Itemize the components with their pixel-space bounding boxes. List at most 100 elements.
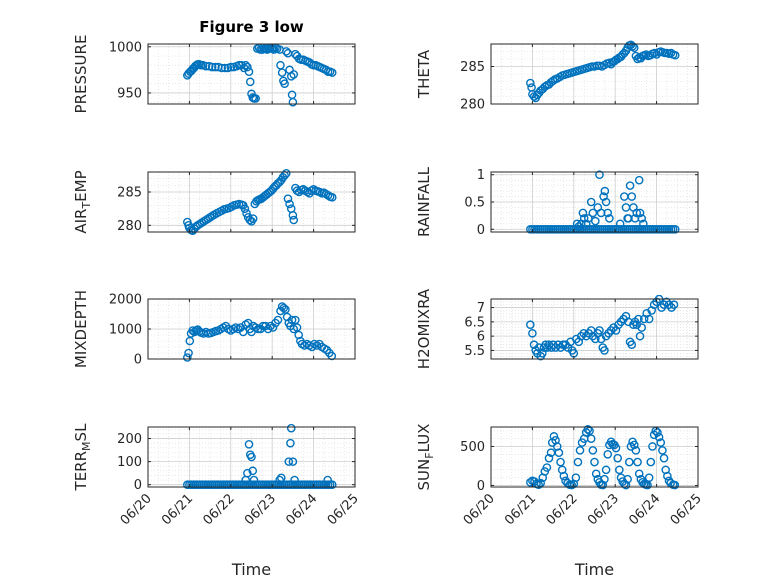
data-point — [644, 314, 654, 324]
data-point — [588, 208, 598, 218]
data-point — [281, 169, 291, 178]
data-point — [248, 214, 258, 223]
y-tick-label: 0 — [477, 479, 485, 494]
data-point — [273, 315, 283, 325]
data-point — [544, 453, 554, 463]
data-point — [648, 442, 657, 451]
data-point — [627, 192, 637, 201]
x-tick-label: 06/24 — [626, 491, 663, 528]
data-point — [601, 465, 611, 475]
chart-title: Figure 3 low — [199, 18, 304, 36]
x-tick-label: 06/22 — [544, 491, 581, 528]
data-point — [286, 438, 295, 448]
data-point — [611, 443, 621, 453]
y-tick-label: 0.5 — [464, 196, 485, 211]
y-tick-label: 950 — [117, 86, 142, 101]
data-point — [573, 457, 583, 467]
data-point — [240, 204, 250, 213]
y-axis-label: TERRMSL — [72, 423, 93, 492]
data-point — [559, 471, 569, 481]
data-point — [623, 474, 632, 484]
y-tick-label: 285 — [460, 60, 485, 75]
data-point — [243, 62, 252, 72]
data-point — [586, 197, 596, 207]
data-point — [605, 214, 614, 223]
y-axis-label: MIXDEPTH — [72, 290, 90, 368]
data-point — [598, 480, 608, 490]
data-point — [646, 457, 656, 467]
y-tick-label: 100 — [117, 455, 142, 470]
y-axis-label: H2OMIXRA — [415, 288, 433, 369]
data-point — [586, 434, 596, 443]
y-tick-label: 6 — [477, 330, 485, 345]
x-tick-label: 06/24 — [283, 491, 320, 528]
y-tick-label: 2000 — [109, 293, 142, 308]
y-tick-label: 1000 — [109, 40, 142, 55]
y-tick-label: 5.5 — [464, 344, 485, 359]
y-tick-label: 1 — [477, 168, 485, 183]
y-axis-label: PRESSURE — [72, 35, 90, 114]
y-axis-label-main: AIR — [72, 209, 90, 234]
data-point — [646, 50, 655, 60]
data-point — [669, 300, 679, 310]
data-point — [251, 94, 260, 103]
data-point — [277, 473, 286, 483]
y-tick-label: 6.5 — [464, 315, 485, 330]
subplot-mixdepth: 0 1000 2000 MIXDEPTH — [72, 290, 356, 368]
series-theta — [526, 40, 680, 103]
data-point — [226, 62, 236, 72]
data-point — [217, 63, 226, 73]
data-point — [220, 63, 230, 73]
y-axis-label-main: SUN — [415, 459, 433, 491]
data-point — [571, 473, 581, 482]
data-point — [249, 475, 259, 485]
series-sunflux — [526, 425, 680, 490]
data-point — [201, 61, 211, 71]
data-point — [283, 48, 293, 58]
data-point — [635, 331, 645, 341]
data-point — [283, 194, 293, 203]
data-point — [323, 191, 333, 200]
y-axis-label-main: TERR — [72, 451, 90, 492]
data-point — [279, 303, 289, 313]
axes-box — [490, 298, 699, 360]
y-axis-label-subscript: M — [80, 441, 93, 451]
data-point — [633, 457, 642, 467]
data-point — [268, 323, 278, 332]
subplot-sunflux: 0 500 06/20 06/21 06/22 06/23 06/24 06/25 SUNFLU… — [415, 424, 705, 579]
y-axis-label-subscript: F — [423, 452, 436, 458]
data-point — [639, 219, 648, 229]
data-point — [289, 215, 299, 225]
series-rainfall — [526, 170, 680, 234]
data-point — [634, 175, 644, 185]
x-axis-label: Time — [231, 560, 271, 579]
data-point — [554, 448, 564, 458]
data-point — [183, 353, 192, 362]
y-axis-label-main: PRESSURE — [72, 35, 90, 114]
data-point — [288, 457, 298, 466]
data-point — [538, 348, 547, 358]
data-point — [583, 425, 593, 434]
data-point — [579, 214, 589, 223]
axes-box — [147, 171, 356, 233]
data-point — [277, 68, 287, 77]
x-axis-label: Time — [574, 560, 614, 579]
y-tick-label: 200 — [117, 432, 142, 447]
data-point — [528, 328, 537, 338]
data-point — [670, 480, 680, 490]
data-point — [659, 453, 669, 463]
x-tick-label: 06/25 — [325, 491, 362, 528]
data-point — [629, 440, 639, 450]
data-point — [207, 62, 217, 72]
data-point — [241, 60, 251, 70]
data-point — [245, 77, 255, 87]
data-point — [591, 216, 600, 226]
data-point — [575, 446, 585, 455]
y-axis-label-main: MIXDEPTH — [72, 290, 90, 368]
data-point — [286, 423, 296, 433]
y-tick-label: 0 — [477, 223, 485, 238]
data-point — [286, 72, 296, 81]
data-point — [327, 351, 337, 361]
y-tick-label: 280 — [117, 219, 142, 234]
y-axis-label-main: RAINFALL — [415, 166, 433, 237]
